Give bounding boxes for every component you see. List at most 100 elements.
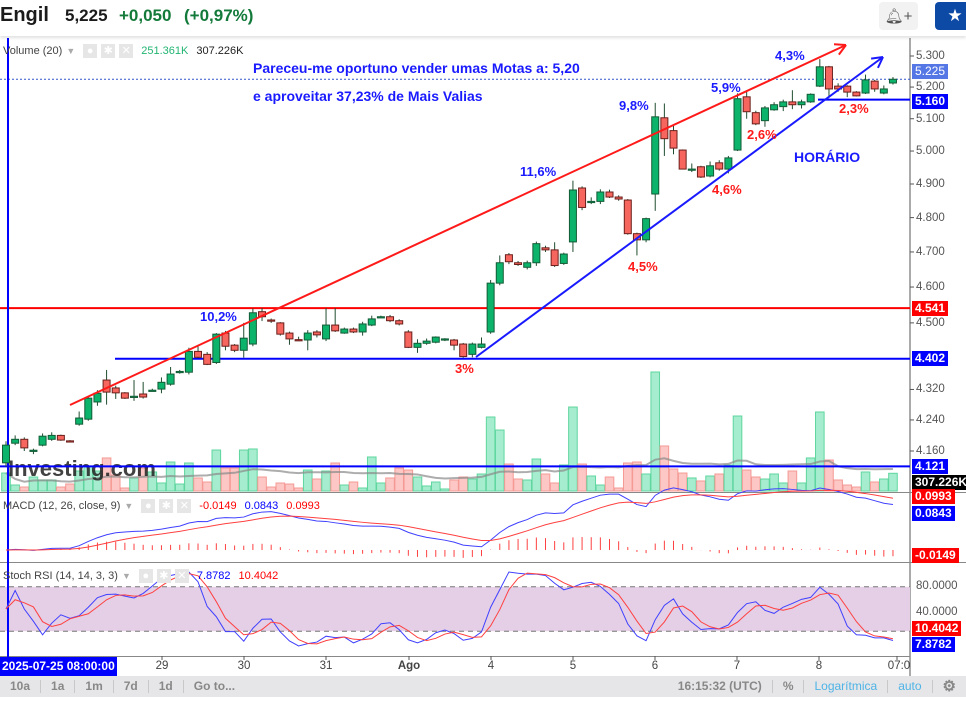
candle-down	[120, 392, 129, 399]
caret-down-icon[interactable]: ▼	[121, 571, 131, 581]
range-7d-button[interactable]: 7d	[114, 680, 149, 693]
volume-bar	[586, 475, 597, 492]
time-label: 30	[237, 660, 251, 672]
volume-bar	[138, 467, 148, 492]
candle-up	[322, 324, 331, 340]
percent-toggle[interactable]: %	[773, 680, 805, 693]
candle-down	[203, 353, 212, 365]
pct-label: 11,6%	[520, 164, 557, 179]
candle-up	[797, 101, 806, 106]
add-alert-button[interactable]: 🔔︎+	[879, 2, 918, 30]
candle-up	[413, 342, 422, 348]
candle-up	[568, 189, 577, 243]
candle-up	[440, 338, 449, 341]
range-1m-button[interactable]: 1m	[75, 680, 114, 693]
gear-icon[interactable]: ✱	[159, 499, 174, 513]
symbol-name: Engil	[0, 4, 49, 26]
candle-up	[651, 116, 660, 195]
volume-bar	[229, 467, 240, 492]
auto-scale-toggle[interactable]: auto	[888, 680, 933, 693]
gear-icon[interactable]: ⚙	[942, 678, 956, 695]
volume-bar	[604, 476, 615, 492]
bottom-toolbar: 10a 1a 1m 7d 1d Go to... 16:15:32 (UTC) …	[0, 676, 966, 697]
support-trendline-arrowhead	[877, 56, 884, 69]
support-trendline	[475, 56, 884, 358]
candle-up	[422, 340, 431, 344]
volume-bar	[202, 481, 212, 492]
eye-icon[interactable]: ●	[138, 569, 153, 583]
watchlist-button[interactable]: ★	[935, 2, 966, 30]
candle-down	[404, 331, 413, 348]
candle-up	[93, 392, 102, 403]
candle-down	[852, 91, 861, 97]
volume-bar	[714, 473, 725, 492]
volume-bar	[293, 487, 304, 492]
price-tick: 4.700	[916, 245, 945, 258]
candle-up	[596, 191, 605, 202]
volume-bar	[787, 470, 798, 492]
candle-down	[696, 166, 705, 178]
candle-down	[285, 332, 294, 340]
level-badge-support: 4.402	[912, 351, 949, 366]
symbol-header: Engil 5,225 +0,050 (+0,97%) 🔔︎+ ★	[0, 0, 966, 36]
macd-signal-value: 0.0993	[286, 500, 320, 512]
stoch-d-line	[5, 572, 894, 645]
candle-down	[514, 262, 523, 265]
volume-bar	[430, 481, 441, 492]
candle-up	[523, 262, 532, 268]
gear-icon[interactable]: ✱	[101, 44, 116, 58]
range-10y-button[interactable]: 10a	[0, 680, 42, 693]
candle-down	[843, 85, 852, 93]
eye-icon[interactable]: ●	[141, 499, 156, 513]
candle-down	[56, 434, 65, 441]
candle-up	[879, 88, 888, 94]
time-label: 7	[733, 660, 741, 672]
candle-up	[166, 373, 175, 385]
eye-icon[interactable]: ●	[83, 44, 98, 58]
candle-up	[157, 381, 166, 390]
range-1y-button[interactable]: 1a	[41, 680, 76, 693]
log-scale-toggle[interactable]: Logarítmica	[804, 680, 889, 693]
candle-up	[175, 370, 184, 374]
macd-value: 0.0843	[244, 500, 279, 512]
goto-button[interactable]: Go to...	[193, 679, 236, 693]
volume-bar	[860, 471, 871, 492]
caret-down-icon[interactable]: ▼	[66, 46, 76, 56]
candle-up	[239, 337, 248, 351]
close-icon[interactable]: ✕	[119, 44, 134, 58]
caret-down-icon[interactable]: ▼	[124, 501, 134, 511]
level-badge-resistance: 4.541	[912, 301, 949, 316]
range-1d-button[interactable]: 1d	[149, 680, 184, 693]
close-icon[interactable]: ✕	[174, 569, 189, 583]
macd-hist-badge: -0.0149	[912, 548, 959, 563]
pct-label: 9,8%	[619, 98, 649, 113]
volume-bar	[869, 481, 880, 492]
gear-icon[interactable]: ✱	[156, 569, 171, 583]
investing-logo-text: Investing.com	[8, 456, 156, 481]
volume-ma-value: 251.361K	[141, 45, 189, 57]
close-icon[interactable]: ✕	[177, 499, 192, 513]
candle-up	[486, 282, 495, 333]
volume-bar	[266, 486, 276, 492]
price-tick: 4.800	[916, 211, 945, 224]
candle-down	[605, 191, 614, 198]
volume-bar	[220, 467, 231, 492]
stoch-band	[0, 586, 910, 632]
volume-legend: Volume (20) ▼ ● ✱ ✕ 251.361K 307.226K	[3, 44, 243, 58]
date-cursor-label: 2025-07-25 08:00:00	[0, 657, 117, 676]
pct-label: 5,9%	[711, 80, 741, 95]
volume-bar	[156, 482, 167, 492]
candle-up	[706, 165, 715, 177]
price-tick: 5.300	[916, 50, 945, 62]
candle-up	[38, 435, 47, 446]
candle-down	[312, 331, 321, 336]
stoch-tick: 80.0000	[916, 580, 958, 592]
macd-hist-value: -0.0149	[199, 500, 237, 512]
volume-bar	[101, 457, 112, 492]
volume-bar	[549, 482, 560, 492]
chart-canvas[interactable]: Investing.com	[0, 0, 966, 676]
volume-bar	[824, 459, 834, 492]
stoch-k-value: 7.8782	[196, 570, 231, 582]
support-trendline-arrowhead	[870, 56, 884, 60]
volume-bar	[851, 486, 862, 492]
